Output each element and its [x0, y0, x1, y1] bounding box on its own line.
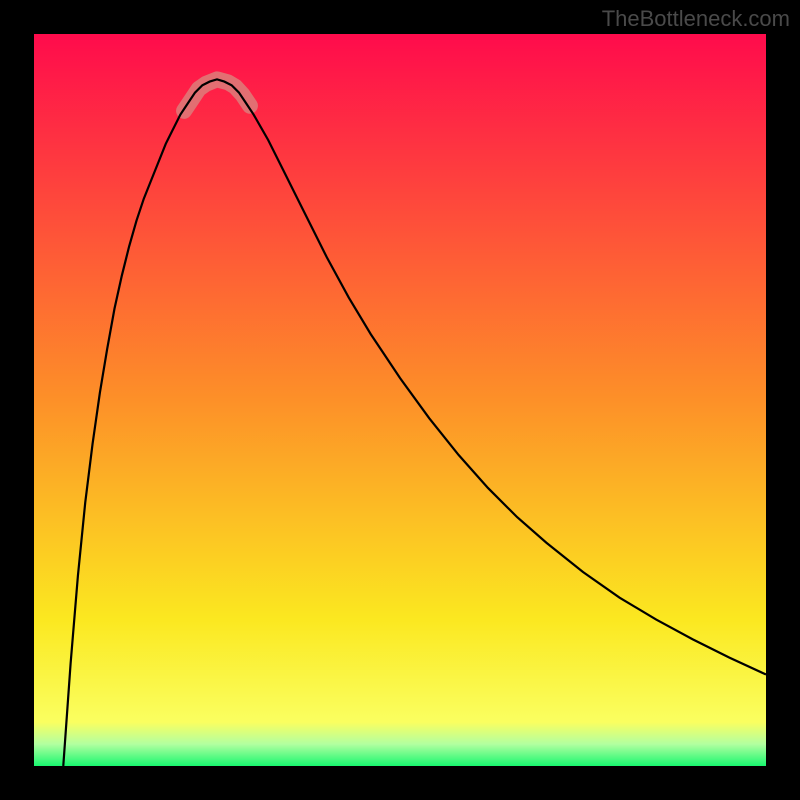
watermark-text: TheBottleneck.com	[602, 6, 790, 32]
bottleneck-curve-path	[63, 79, 766, 766]
curve-svg	[34, 34, 766, 766]
plot-area	[34, 34, 766, 766]
